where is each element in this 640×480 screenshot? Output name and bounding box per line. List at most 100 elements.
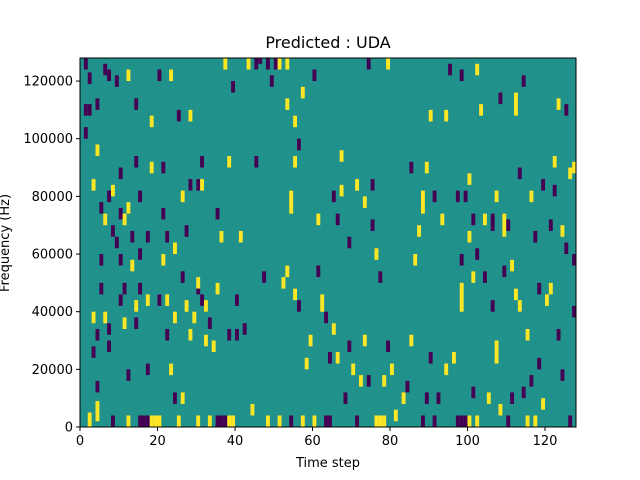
heatmap-cell — [269, 75, 274, 87]
heatmap-cell — [293, 115, 298, 128]
heatmap-cell — [556, 328, 561, 341]
heatmap-cell — [153, 415, 158, 427]
heatmap-cell — [242, 323, 247, 335]
heatmap-cell — [138, 190, 143, 203]
heatmap-cell — [157, 415, 162, 427]
plot-area — [79, 57, 577, 428]
heatmap-cell — [359, 375, 363, 387]
heatmap-cell — [204, 300, 208, 312]
heatmap-cell — [122, 282, 127, 295]
heatmap-cell — [529, 375, 534, 387]
heatmap-cell — [471, 213, 476, 226]
heatmap-cell — [331, 323, 336, 335]
heatmap-cell — [118, 167, 123, 180]
heatmap-cell — [107, 190, 112, 203]
heatmap-cell — [87, 72, 92, 84]
heatmap-cell — [459, 415, 464, 427]
heatmap-cell — [382, 415, 387, 427]
x-tick-label: 20 — [149, 434, 166, 449]
heatmap-cell — [196, 277, 201, 289]
heatmap-cell — [103, 311, 108, 324]
heatmap-cell — [459, 282, 464, 312]
heatmap-cell — [289, 190, 294, 214]
heatmap-cell — [517, 300, 522, 312]
heatmap-cell — [285, 58, 290, 70]
y-axis-label: Frequency (Hz) — [0, 194, 13, 292]
heatmap-cell — [180, 190, 185, 203]
heatmap-cell — [339, 150, 344, 162]
heatmap-cell — [111, 184, 115, 197]
heatmap-cell — [173, 242, 177, 255]
heatmap-cell — [432, 415, 437, 427]
heatmap-cell — [161, 254, 166, 266]
heatmap-cell — [297, 138, 301, 151]
heatmap-cell — [169, 363, 174, 376]
heatmap-cell — [459, 254, 464, 266]
y-tick-label: 60000 — [32, 248, 73, 263]
heatmap-cell — [366, 58, 371, 70]
heatmap-cell — [560, 225, 565, 237]
heatmap-cell — [223, 58, 228, 70]
heatmap-cell — [161, 207, 166, 220]
heatmap-cell — [374, 248, 379, 260]
heatmap-cell — [541, 398, 546, 410]
heatmap-cell — [277, 415, 282, 427]
heatmap-cell — [568, 167, 573, 180]
heatmap-cell — [312, 69, 317, 82]
heatmap-cell — [149, 161, 154, 174]
heatmap-cell — [99, 202, 104, 214]
heatmap-cell — [142, 415, 146, 427]
heatmap-cell — [440, 213, 445, 226]
heatmap-cell — [91, 179, 96, 191]
heatmap-cell — [564, 242, 569, 255]
heatmap-cell — [448, 63, 453, 76]
heatmap-cell — [157, 69, 162, 82]
heatmap-cell — [572, 305, 577, 318]
heatmap-cell — [83, 127, 88, 139]
heatmap-cell — [328, 415, 332, 427]
heatmap-cell — [215, 207, 220, 220]
heatmap-cell — [91, 311, 96, 324]
heatmap-cell — [506, 219, 511, 231]
y-tick-label: 80000 — [32, 190, 73, 205]
heatmap-cell — [231, 81, 236, 93]
heatmap-cell — [200, 156, 205, 168]
heatmap-cell — [95, 380, 100, 393]
heatmap-cell — [537, 282, 542, 295]
heatmap-cell — [165, 230, 170, 243]
heatmap-cell — [87, 412, 92, 427]
heatmap-cell — [409, 334, 414, 347]
heatmap-cell — [107, 69, 112, 82]
heatmap-cell — [126, 202, 131, 214]
heatmap-cell — [339, 184, 344, 197]
heatmap-cell — [471, 271, 476, 283]
heatmap-cell — [111, 415, 115, 427]
heatmap-cell — [467, 415, 472, 427]
heatmap-cell — [324, 311, 329, 324]
heatmap-cell — [161, 161, 166, 174]
heatmap-cell — [366, 375, 371, 387]
heatmap-cell — [207, 415, 212, 427]
heatmap-cell — [95, 98, 100, 110]
heatmap-cell — [320, 294, 325, 312]
heatmap-cell — [165, 294, 170, 306]
heatmap-cell — [289, 415, 294, 427]
heatmap-cell — [475, 63, 480, 76]
heatmap-cell — [95, 401, 100, 422]
heatmap-cell — [184, 225, 189, 237]
heatmap-cell — [196, 415, 201, 427]
heatmap-cell — [227, 328, 232, 341]
heatmap-cell — [545, 294, 549, 306]
heatmap-cell — [355, 179, 360, 191]
heatmap-cell — [486, 392, 491, 404]
heatmap-cell — [118, 294, 123, 306]
heatmap-cell — [215, 415, 220, 427]
heatmap-cell — [145, 294, 150, 306]
heatmap-cell — [200, 179, 205, 191]
heatmap-cell — [114, 75, 119, 87]
heatmap-cell — [250, 403, 255, 416]
heatmap-cell — [316, 213, 321, 226]
heatmap-cell — [510, 259, 515, 272]
heatmap-cell — [471, 386, 476, 399]
heatmap-cell — [510, 392, 515, 404]
